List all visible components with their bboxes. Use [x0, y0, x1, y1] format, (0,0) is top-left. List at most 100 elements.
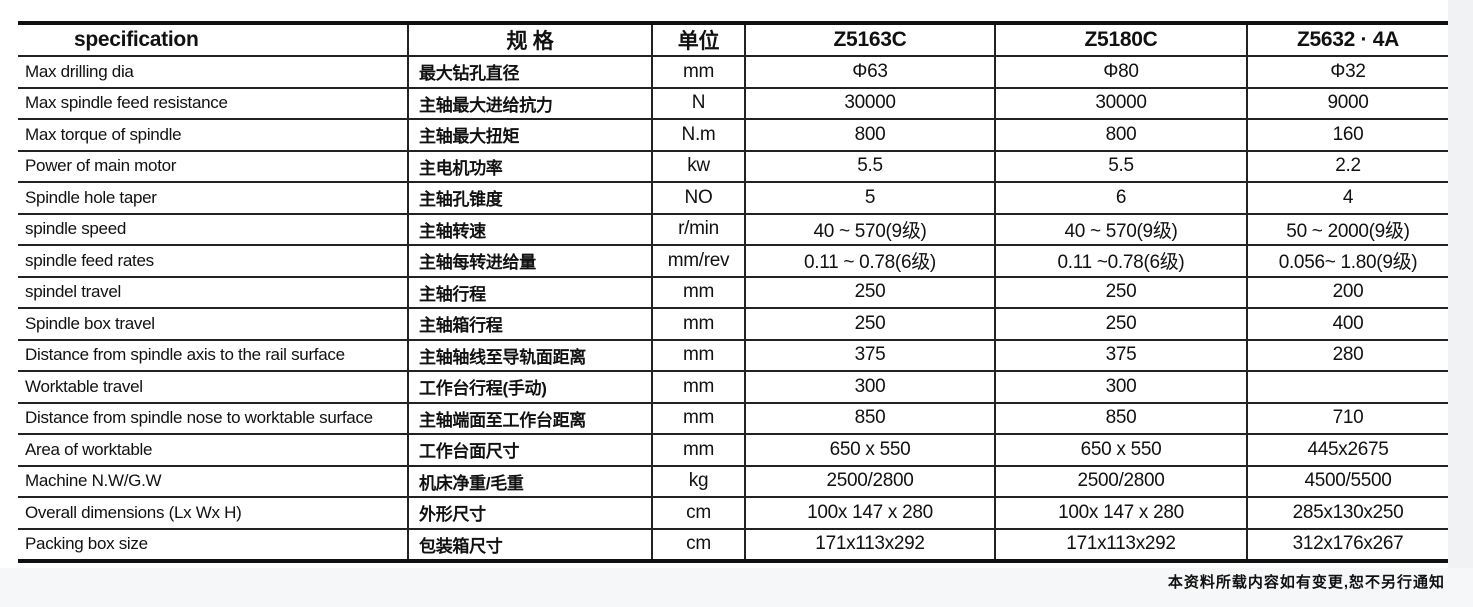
value-z5180c: Φ80 — [994, 56, 1247, 89]
unit: kg — [651, 465, 745, 498]
spec-name-cn: 包装箱尺寸 — [407, 528, 652, 561]
table-row: Spindle hole taper 主轴孔锥度 NO 5 6 4 — [18, 182, 1448, 215]
spec-name-en: spindle speed — [18, 213, 408, 246]
table-row: Area of worktable 工作台面尺寸 mm 650 x 550 650 x … — [18, 434, 1448, 467]
unit: cm — [651, 528, 745, 561]
spec-name-en: Worktable travel — [18, 371, 408, 404]
value-z5180c: 300 — [994, 371, 1247, 404]
value-z5632-4a: 285x130x250 — [1246, 497, 1448, 530]
spec-name-cn: 主轴转速 — [407, 213, 652, 246]
value-z5163c: 2500/2800 — [744, 465, 995, 498]
value-z5163c: 250 — [744, 276, 995, 309]
table-row: spindel travel 主轴行程 mm 250 250 200 — [18, 276, 1448, 309]
value-z5632-4a — [1246, 371, 1448, 404]
value-z5163c: 0.11 ~ 0.78(6级) — [744, 245, 995, 278]
column-header: Z5163C — [744, 23, 995, 57]
specification-table: specification 规 格单位 Z5163C Z5180C Z5632 · 4A… — [18, 21, 1448, 563]
spec-name-cn: 最大钻孔直径 — [407, 56, 652, 89]
value-z5180c: 0.11 ~0.78(6级) — [994, 245, 1247, 278]
spec-name-cn: 主轴轴线至导轨面距离 — [407, 339, 652, 372]
unit: NO — [651, 182, 745, 215]
unit: mm — [651, 276, 745, 309]
value-z5163c: 300 — [744, 371, 995, 404]
unit: mm — [651, 402, 745, 435]
spec-name-en: Power of main motor — [18, 150, 408, 183]
value-z5632-4a: 445x2675 — [1246, 434, 1448, 467]
spec-name-en: Overall dimensions (Lx Wx H) — [18, 497, 408, 530]
value-z5180c: 6 — [994, 182, 1247, 215]
value-z5163c: 100x 147 x 280 — [744, 497, 995, 530]
spec-name-cn: 主轴行程 — [407, 276, 652, 309]
value-z5180c: 250 — [994, 308, 1247, 341]
unit: mm/rev — [651, 245, 745, 278]
unit: cm — [651, 497, 745, 530]
column-header: specification — [18, 23, 408, 57]
spec-name-en: Max spindle feed resistance — [18, 87, 408, 120]
value-z5163c: 250 — [744, 308, 995, 341]
value-z5632-4a: 4 — [1246, 182, 1448, 215]
value-z5163c: 375 — [744, 339, 995, 372]
value-z5632-4a: 4500/5500 — [1246, 465, 1448, 498]
spec-name-cn: 工作台行程(手动) — [407, 371, 652, 404]
unit: N — [651, 87, 745, 120]
spec-name-en: Area of worktable — [18, 434, 408, 467]
value-z5632-4a: 9000 — [1246, 87, 1448, 120]
spec-name-cn: 主轴箱行程 — [407, 308, 652, 341]
value-z5632-4a: 0.056~ 1.80(9级) — [1246, 245, 1448, 278]
value-z5632-4a: 280 — [1246, 339, 1448, 372]
spec-name-en: Max drilling dia — [18, 56, 408, 89]
value-z5163c: 171x113x292 — [744, 528, 995, 561]
value-z5180c: 375 — [994, 339, 1247, 372]
value-z5632-4a: 400 — [1246, 308, 1448, 341]
unit: r/min — [651, 213, 745, 246]
value-z5180c: 40 ~ 570(9级) — [994, 213, 1247, 246]
spec-name-en: Spindle box travel — [18, 308, 408, 341]
value-z5163c: 650 x 550 — [744, 434, 995, 467]
value-z5163c: 800 — [744, 119, 995, 152]
table-row: Max torque of spindle 主轴最大扭矩 N.m 800 800 160 — [18, 119, 1448, 152]
value-z5632-4a: 200 — [1246, 276, 1448, 309]
unit: N.m — [651, 119, 745, 152]
table-row: Max drilling dia 最大钻孔直径 mm Φ63 Φ80 Φ32 — [18, 56, 1448, 89]
spec-name-cn: 工作台面尺寸 — [407, 434, 652, 467]
column-header: 规 格 — [407, 23, 652, 57]
spec-name-en: Spindle hole taper — [18, 182, 408, 215]
unit: mm — [651, 308, 745, 341]
value-z5180c: 5.5 — [994, 150, 1247, 183]
value-z5632-4a: Φ32 — [1246, 56, 1448, 89]
spec-name-en: spindel travel — [18, 276, 408, 309]
column-header: 单位 — [651, 23, 745, 57]
unit: kw — [651, 150, 745, 183]
value-z5180c: 100x 147 x 280 — [994, 497, 1247, 530]
value-z5163c: 5.5 — [744, 150, 995, 183]
unit: mm — [651, 56, 745, 89]
value-z5632-4a: 160 — [1246, 119, 1448, 152]
table-row: Max spindle feed resistance 主轴最大进给抗力 N 3000… — [18, 87, 1448, 120]
value-z5163c: 5 — [744, 182, 995, 215]
table-row: Distance from spindle nose to worktable … — [18, 402, 1448, 435]
value-z5180c: 850 — [994, 402, 1247, 435]
spec-name-cn: 主轴每转进给量 — [407, 245, 652, 278]
value-z5163c: Φ63 — [744, 56, 995, 89]
spec-name-cn: 主轴最大扭矩 — [407, 119, 652, 152]
page-margin-bottom — [0, 568, 1473, 607]
value-z5632-4a: 710 — [1246, 402, 1448, 435]
spec-name-cn: 主轴孔锥度 — [407, 182, 652, 215]
table-row: Machine N.W/G.W 机床净重/毛重 kg 2500/2800 2500/28… — [18, 465, 1448, 498]
unit: mm — [651, 434, 745, 467]
spec-name-en: Distance from spindle nose to worktable … — [18, 402, 408, 435]
column-header: Z5632 · 4A — [1246, 23, 1448, 57]
table-row: Overall dimensions (Lx Wx H) 外形尺寸 cm 100x 1… — [18, 497, 1448, 530]
spec-name-en: Machine N.W/G.W — [18, 465, 408, 498]
unit: mm — [651, 371, 745, 404]
table-header-row: specification 规 格单位 Z5163C Z5180C Z5632 · 4A — [18, 23, 1448, 57]
value-z5163c: 40 ~ 570(9级) — [744, 213, 995, 246]
value-z5180c: 800 — [994, 119, 1247, 152]
value-z5180c: 2500/2800 — [994, 465, 1247, 498]
spec-name-en: spindle feed rates — [18, 245, 408, 278]
value-z5180c: 30000 — [994, 87, 1247, 120]
spec-name-cn: 外形尺寸 — [407, 497, 652, 530]
table-row: Spindle box travel 主轴箱行程 mm 250 250 400 — [18, 308, 1448, 341]
spec-name-cn: 主轴最大进给抗力 — [407, 87, 652, 120]
spec-name-en: Distance from spindle axis to the rail s… — [18, 339, 408, 372]
